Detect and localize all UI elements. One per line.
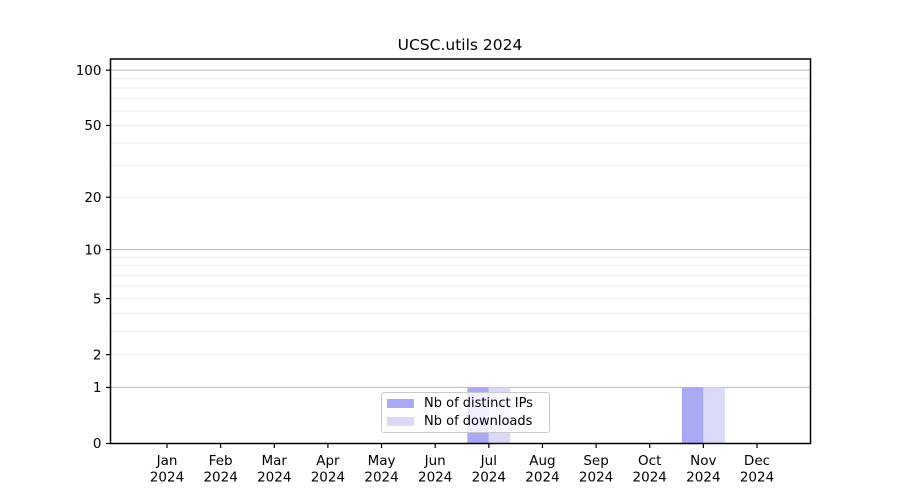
x-tick-label-may: May [368, 453, 396, 469]
y-tick-label-10: 10 [84, 242, 101, 258]
x-tick-label-dec: Dec [744, 453, 770, 469]
x-tick-label-apr: Apr [316, 453, 340, 469]
y-tick-label-2: 2 [93, 347, 102, 363]
legend-label-nb-of-downloads: Nb of downloads [424, 414, 533, 430]
legend-label-nb-of-distinct-ips: Nb of distinct IPs [424, 395, 533, 411]
legend-swatch-nb-of-downloads [387, 417, 414, 427]
x-tick-year-oct: 2024 [633, 470, 667, 486]
x-tick-label-jul: Jul [480, 453, 497, 469]
bar-nb-of-distinct-ips-nov [681, 387, 704, 444]
y-tick-label-20: 20 [84, 190, 101, 206]
x-tick-label-jan: Jan [156, 453, 178, 469]
legend-item-nb-of-distinct-ips: Nb of distinct IPs [387, 395, 543, 412]
x-tick-year-feb: 2024 [203, 470, 237, 486]
x-tick-year-aug: 2024 [525, 470, 559, 486]
y-tick-label-1: 1 [93, 380, 102, 396]
y-tick-label-100: 100 [76, 63, 102, 79]
legend: Nb of distinct IPs Nb of downloads [381, 392, 550, 433]
x-tick-label-nov: Nov [690, 453, 716, 469]
x-tick-year-jul: 2024 [472, 470, 506, 486]
x-tick-label-aug: Aug [529, 453, 555, 469]
x-tick-year-may: 2024 [364, 470, 398, 486]
x-tick-year-apr: 2024 [311, 470, 345, 486]
x-tick-label-oct: Oct [638, 453, 661, 469]
y-tick-label-5: 5 [93, 291, 102, 307]
x-tick-year-jan: 2024 [150, 470, 184, 486]
plot-border [109, 58, 812, 445]
y-tick-label-50: 50 [84, 118, 101, 134]
x-tick-label-mar: Mar [262, 453, 288, 469]
legend-item-nb-of-downloads: Nb of downloads [387, 414, 543, 431]
x-tick-year-sep: 2024 [579, 470, 613, 486]
x-tick-label-jun: Jun [424, 453, 446, 469]
x-tick-year-dec: 2024 [740, 470, 774, 486]
chart-title: UCSC.utils 2024 [397, 36, 523, 54]
bar-nb-of-downloads-nov [703, 387, 725, 444]
x-tick-year-nov: 2024 [686, 470, 720, 486]
x-tick-year-jun: 2024 [418, 470, 452, 486]
legend-swatch-nb-of-distinct-ips [387, 398, 414, 408]
x-tick-label-feb: Feb [209, 453, 233, 469]
x-tick-label-sep: Sep [583, 453, 608, 469]
y-tick-label-0: 0 [93, 436, 102, 452]
x-tick-year-mar: 2024 [257, 470, 291, 486]
